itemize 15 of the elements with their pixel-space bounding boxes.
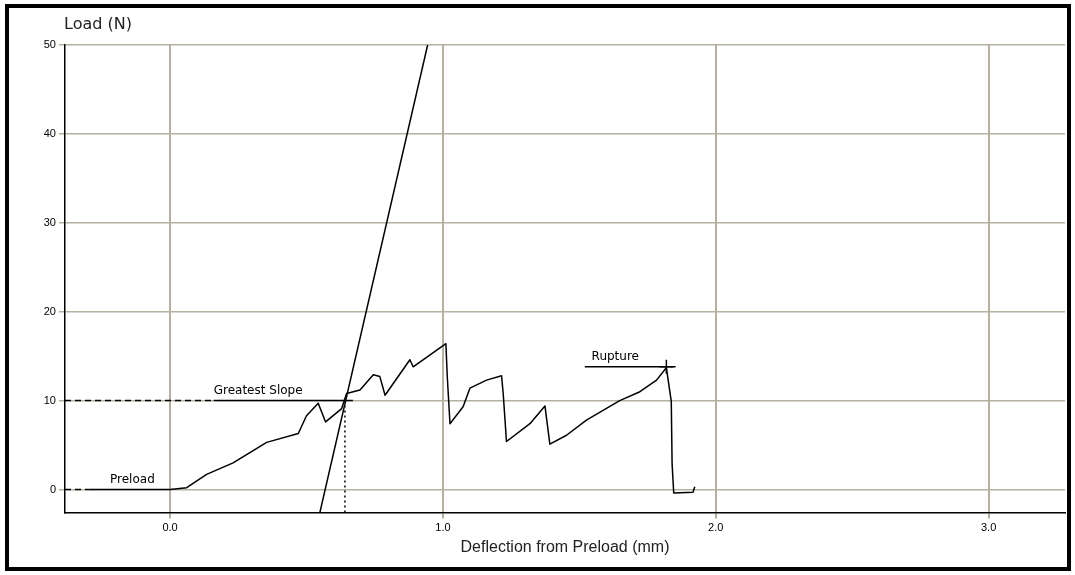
annotation: Greatest Slope — [213, 382, 303, 397]
x-tick-label: 3.0 — [980, 521, 997, 534]
y-tick-label: 20 — [43, 304, 56, 317]
y-tick-label: 40 — [43, 126, 56, 139]
y-tick-label: 50 — [43, 38, 56, 51]
y-tick-label: 10 — [43, 393, 56, 406]
y-tick-label: 0 — [49, 482, 56, 495]
x-tick-label: 2.0 — [708, 521, 724, 534]
annotation: Rupture — [591, 348, 639, 363]
x-tick-label: 0.0 — [162, 521, 178, 534]
y-tick-label: 30 — [43, 215, 56, 228]
x-tick-label: 1.0 — [435, 521, 451, 534]
annotation: Preload — [110, 471, 155, 486]
y-axis-title: Load (N) — [64, 14, 132, 33]
x-axis-title: Deflection from Preload (mm) — [460, 537, 670, 555]
